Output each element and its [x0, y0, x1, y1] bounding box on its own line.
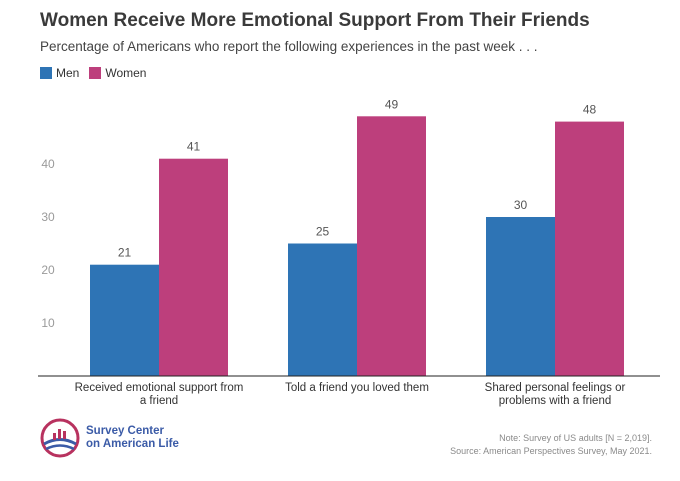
logo-line-2: on American Life: [86, 438, 179, 450]
chart-notes: Note: Survey of US adults [N = 2,019]. S…: [450, 432, 652, 458]
x-category-label: Told a friend you loved them: [285, 382, 429, 394]
bar-men: [288, 243, 357, 376]
logo-line-1: Survey Center: [86, 425, 164, 437]
bar-value-label: 49: [385, 97, 399, 111]
bar-value-label: 30: [514, 198, 528, 212]
legend-label-women: Women: [105, 66, 147, 80]
note-source: Source: American Perspectives Survey, Ma…: [450, 446, 652, 456]
legend-swatch-women: [89, 67, 102, 79]
bar-men: [90, 264, 159, 376]
y-tick-label: 10: [41, 316, 55, 330]
bar-women: [357, 116, 426, 377]
bar-women: [159, 158, 228, 376]
y-tick-label: 20: [41, 263, 55, 277]
chart-title: Women Receive More Emotional Support Fro…: [40, 10, 590, 31]
bar-men: [486, 217, 555, 376]
logo-text: Survey Center on American Life: [86, 425, 179, 451]
x-category-label: Shared personal feelings or: [485, 382, 626, 394]
legend-item-men: Men: [40, 66, 79, 80]
chart-subtitle: Percentage of Americans who report the f…: [40, 39, 538, 54]
legend: Men Women: [40, 66, 156, 80]
legend-swatch-men: [40, 67, 52, 79]
legend-label-men: Men: [56, 66, 80, 80]
survey-center-logo: Survey Center on American Life: [40, 418, 179, 458]
bar-value-label: 41: [187, 140, 201, 154]
bar-women: [555, 121, 624, 376]
y-tick-label: 40: [41, 157, 55, 171]
x-category-label: Received emotional support from: [75, 382, 244, 394]
bar-value-label: 25: [316, 225, 330, 239]
survey-center-logo-icon: [40, 418, 80, 458]
legend-item-women: Women: [89, 66, 146, 80]
x-category-label: problems with a friend: [499, 395, 612, 407]
bar-value-label: 48: [583, 103, 597, 117]
bar-value-label: 21: [118, 246, 132, 260]
x-category-label: a friend: [140, 395, 178, 407]
y-tick-label: 30: [41, 210, 55, 224]
note-sample: Note: Survey of US adults [N = 2,019].: [499, 433, 652, 443]
